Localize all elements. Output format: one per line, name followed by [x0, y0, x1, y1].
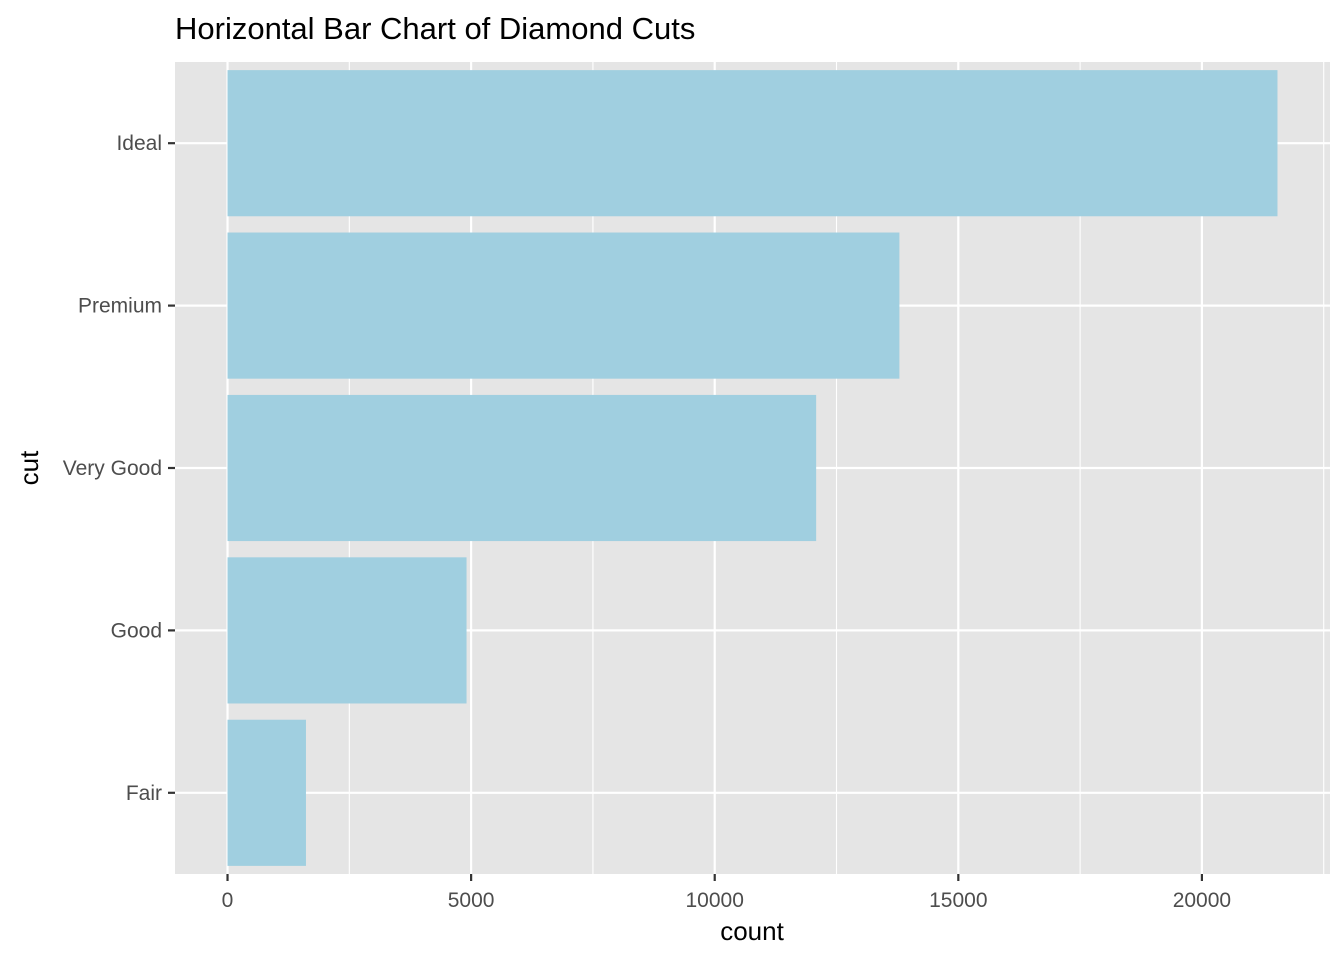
y-axis-title: cut: [14, 450, 44, 485]
bar-ideal: [227, 70, 1278, 217]
y-tick-label: Very Good: [63, 457, 162, 480]
y-tick-label: Good: [111, 619, 162, 642]
x-tick-label: 10000: [686, 889, 744, 912]
bar-good: [227, 557, 467, 704]
y-tick-label: Premium: [78, 295, 162, 318]
x-tick-label: 15000: [929, 889, 987, 912]
y-tick-label: Fair: [126, 782, 162, 805]
y-tick-label: Ideal: [116, 132, 162, 155]
bar-fair: [227, 719, 306, 866]
bar-premium: [227, 232, 900, 379]
x-tick-label: 20000: [1173, 889, 1231, 912]
chart-title: Horizontal Bar Chart of Diamond Cuts: [175, 11, 695, 46]
bar-very-good: [227, 394, 817, 542]
x-axis: 0 5000 10000 15000 20000: [222, 874, 1231, 912]
y-axis: Fair Good Very Good Premium Ideal: [63, 132, 175, 805]
bars: [227, 70, 1278, 866]
x-tick-label: 5000: [448, 889, 495, 912]
x-axis-title: count: [720, 916, 784, 946]
x-tick-label: 0: [222, 889, 234, 912]
